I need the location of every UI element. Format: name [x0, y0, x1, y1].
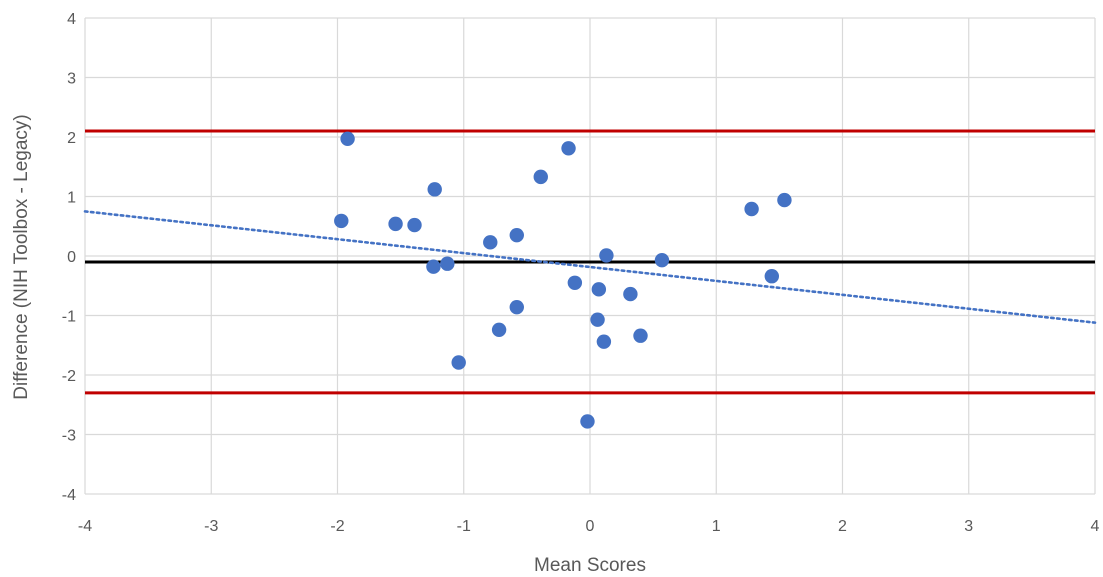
- data-point: [533, 169, 548, 185]
- data-point: [451, 355, 466, 370]
- y-tick-label: 2: [67, 130, 76, 147]
- y-tick-label: -2: [62, 368, 76, 385]
- x-tick-label: -1: [457, 518, 471, 535]
- data-point: [599, 248, 614, 263]
- data-point: [654, 252, 670, 268]
- data-point: [590, 312, 605, 327]
- data-point: [509, 299, 524, 315]
- data-point: [427, 182, 442, 197]
- data-point: [491, 322, 507, 337]
- data-point: [407, 217, 422, 233]
- data-point: [580, 414, 595, 429]
- x-tick-label: -4: [78, 518, 92, 535]
- data-point: [334, 213, 349, 229]
- data-point: [567, 275, 583, 290]
- x-axis-title: Mean Scores: [534, 555, 646, 576]
- data-point: [596, 334, 612, 349]
- data-point: [777, 192, 792, 208]
- y-tick-label: 0: [67, 249, 76, 266]
- data-point: [561, 141, 576, 156]
- x-tick-label: -3: [204, 518, 218, 535]
- y-tick-labels: -4 -3 -2 -1 0 1 2 3 4: [62, 11, 76, 504]
- data-point: [426, 259, 441, 274]
- y-tick-label: -1: [62, 309, 76, 326]
- gridlines: [84, 17, 1096, 495]
- data-point: [623, 286, 638, 302]
- data-point: [591, 282, 607, 297]
- x-tick-label: 0: [586, 518, 595, 535]
- x-tick-label: 1: [712, 518, 721, 535]
- data-point: [744, 201, 759, 217]
- trendline-group: [83, 210, 1097, 324]
- y-tick-label: -3: [62, 428, 76, 445]
- y-tick-label: 4: [67, 11, 76, 28]
- x-tick-labels: -4 -3 -2 -1 0 1 2 3 4: [78, 518, 1100, 535]
- y-tick-label: 1: [67, 190, 76, 207]
- data-point: [509, 227, 524, 243]
- x-tick-label: 3: [964, 518, 973, 535]
- x-tick-label: 2: [838, 518, 847, 535]
- data-point: [388, 216, 403, 232]
- x-tick-label: -2: [330, 518, 344, 535]
- y-tick-label: 3: [67, 71, 76, 88]
- data-point: [764, 269, 779, 284]
- data-point: [633, 328, 648, 343]
- x-tick-label: 4: [1091, 518, 1100, 535]
- trendline: [83, 210, 1097, 324]
- y-tick-label: -4: [62, 487, 76, 504]
- data-point: [440, 256, 455, 271]
- data-point: [483, 235, 498, 250]
- data-points: [334, 131, 792, 429]
- data-point: [340, 131, 355, 146]
- reference-lines: [85, 129, 1095, 395]
- y-axis-title: Difference (NIH Toolbox - Legacy): [11, 114, 32, 399]
